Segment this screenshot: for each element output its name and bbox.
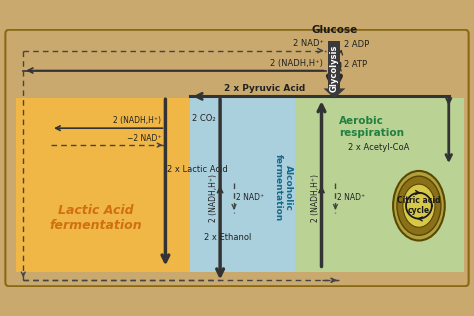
Ellipse shape (393, 171, 445, 240)
Text: Citric acid
cycle: Citric acid cycle (397, 196, 441, 216)
Ellipse shape (403, 184, 435, 227)
Text: Lactic Acid
fermentation: Lactic Acid fermentation (49, 204, 142, 232)
Text: 2 (NADH,H⁺): 2 (NADH,H⁺) (113, 116, 162, 125)
FancyBboxPatch shape (5, 30, 469, 286)
Text: 2 ADP: 2 ADP (345, 40, 370, 49)
Text: 2 NAD⁺: 2 NAD⁺ (293, 39, 325, 48)
Text: Glycolysis: Glycolysis (330, 45, 339, 92)
FancyBboxPatch shape (295, 98, 464, 272)
Text: 2 ATP: 2 ATP (345, 59, 367, 69)
Text: 2 (NADH,H⁺): 2 (NADH,H⁺) (270, 58, 322, 68)
Text: 2 CO₂: 2 CO₂ (192, 114, 216, 123)
Text: 2 x Pyruvic Acid: 2 x Pyruvic Acid (224, 84, 305, 94)
Text: 2 (NADH,H⁺): 2 (NADH,H⁺) (310, 174, 319, 222)
Text: 2 x Ethanol: 2 x Ethanol (204, 233, 252, 242)
Text: 2 NAD⁺: 2 NAD⁺ (337, 193, 365, 202)
Text: Aerobic
respiration: Aerobic respiration (339, 116, 404, 138)
Text: 2 (NADH,H⁺): 2 (NADH,H⁺) (209, 174, 218, 222)
Text: Glucose: Glucose (311, 25, 357, 35)
Polygon shape (323, 88, 346, 98)
FancyBboxPatch shape (190, 98, 295, 272)
Text: 2 x Lactic Acid: 2 x Lactic Acid (167, 165, 228, 174)
Text: −2 NAD⁺: −2 NAD⁺ (127, 134, 162, 143)
Text: Alcoholic
fermentation: Alcoholic fermentation (274, 154, 293, 222)
Text: 2 NAD⁺: 2 NAD⁺ (236, 193, 264, 202)
FancyBboxPatch shape (328, 41, 340, 90)
Ellipse shape (397, 176, 441, 235)
Text: 2 x Acetyl-CoA: 2 x Acetyl-CoA (348, 143, 410, 152)
FancyBboxPatch shape (16, 98, 190, 272)
